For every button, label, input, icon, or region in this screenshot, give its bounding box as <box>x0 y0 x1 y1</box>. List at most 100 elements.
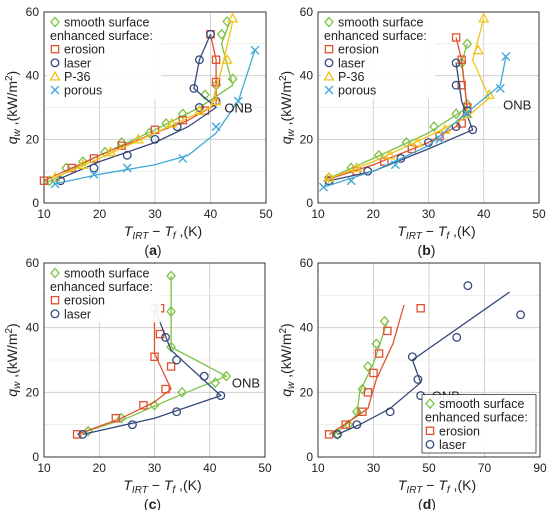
legend-marker-porous <box>50 85 60 95</box>
legend-label-p36: P-36 <box>338 70 364 84</box>
series-line-laser <box>82 308 223 436</box>
data-point-erosion <box>111 413 121 423</box>
data-point-laser <box>352 420 362 430</box>
legend-box <box>47 13 161 99</box>
data-point-erosion <box>374 349 384 358</box>
x-tick-label: 20 <box>367 207 381 221</box>
series-line-smooth <box>76 275 228 436</box>
data-point-erosion <box>139 401 148 410</box>
data-point-erosion <box>67 163 77 173</box>
legend-box <box>421 394 537 454</box>
data-point-smooth <box>379 315 390 327</box>
x-tick-label: 20 <box>93 461 107 475</box>
legend-label-laser: laser <box>439 438 466 452</box>
y-tick-label: 40 <box>26 321 40 335</box>
data-point-p36 <box>166 117 178 128</box>
series-laser <box>332 281 526 439</box>
data-point-erosion <box>166 362 176 371</box>
data-point-p36 <box>227 12 239 23</box>
legend-marker-laser <box>50 58 60 68</box>
data-point-erosion <box>117 141 126 150</box>
data-point-smooth <box>456 57 467 69</box>
x-axis-label: TIRT − Tf ,(K) <box>123 477 201 496</box>
data-point-laser <box>150 134 160 144</box>
data-point-p36 <box>461 108 473 119</box>
data-point-p36 <box>104 146 117 157</box>
data-point-laser <box>172 407 182 417</box>
y-tick-label: 0 <box>306 196 313 210</box>
data-point-p36 <box>384 149 396 160</box>
legend-marker-erosion <box>50 295 60 305</box>
legend-marker-erosion <box>425 426 435 436</box>
data-point-smooth <box>324 172 334 184</box>
legend-label-erosion: erosion <box>64 43 105 57</box>
x-tick-label: 70 <box>478 461 492 475</box>
data-point-laser <box>122 150 132 160</box>
data-point-erosion <box>457 80 466 90</box>
data-point-porous <box>89 169 99 179</box>
data-point-laser <box>216 391 226 401</box>
series-line-laser <box>337 291 510 435</box>
data-point-p36 <box>483 88 495 99</box>
data-point-smooth <box>429 121 439 133</box>
x-axis-label: TIRT − Tf ,(K) <box>124 223 202 242</box>
data-point-erosion <box>363 388 373 397</box>
series-erosion <box>324 304 425 439</box>
data-point-laser <box>189 83 199 93</box>
series-line-erosion <box>76 308 172 436</box>
x-tick-label: 40 <box>477 207 491 221</box>
data-point-laser <box>385 407 395 417</box>
y-axis-label: qw ,(kW/m2) <box>278 323 297 396</box>
data-point-p36 <box>221 53 233 64</box>
y-axis-label: qw ,(kW/m2) <box>4 71 23 144</box>
data-point-erosion <box>407 144 417 154</box>
legend-marker-erosion <box>324 44 334 54</box>
series-erosion <box>72 304 176 439</box>
data-point-p36 <box>478 12 490 23</box>
y-tick-label: 40 <box>300 69 314 83</box>
legend-label-laser: laser <box>338 56 365 70</box>
y-tick-label: 20 <box>300 132 314 146</box>
data-point-laser <box>161 332 170 342</box>
data-point-p36 <box>323 171 335 182</box>
data-point-erosion <box>211 77 221 87</box>
x-tick-label: 40 <box>203 461 217 475</box>
data-point-smooth <box>177 108 188 120</box>
data-point-p36 <box>193 104 206 115</box>
legend-heading: enhanced surface: <box>324 29 427 43</box>
data-point-smooth <box>371 338 382 350</box>
data-point-laser <box>332 429 342 439</box>
data-point-laser <box>89 163 99 173</box>
data-point-erosion <box>178 115 187 125</box>
data-point-erosion <box>211 55 221 65</box>
y-tick-label: 60 <box>26 5 40 19</box>
y-tick-label: 60 <box>300 256 314 270</box>
y-tick-label: 20 <box>300 385 314 399</box>
data-point-laser <box>451 58 461 68</box>
chart-panel-b: 10 20 30 40 50 0 20 40 60 TIRT − Tf ,(K) qw ,(kW/m… <box>278 5 546 258</box>
y-axis-label: qw ,(kW/m2) <box>4 323 23 396</box>
x-axis-label: TIRT − Tf ,(K) <box>398 477 476 496</box>
x-tick-label: 30 <box>367 461 381 475</box>
data-point-laser <box>194 55 204 65</box>
data-point-smooth <box>200 89 210 101</box>
data-point-laser <box>468 125 478 135</box>
onb-annotation: ONB <box>232 376 260 391</box>
series-p36 <box>49 12 239 182</box>
legend-box <box>321 13 435 99</box>
x-tick-label: 10 <box>37 461 51 475</box>
data-point-smooth <box>227 73 238 85</box>
data-point-laser <box>78 429 88 439</box>
data-point-smooth <box>216 28 227 40</box>
data-point-p36 <box>210 95 222 106</box>
data-point-laser <box>194 103 204 112</box>
data-point-p36 <box>472 44 484 55</box>
legend-marker-smooth <box>50 267 60 279</box>
data-point-porous <box>346 176 356 186</box>
legend-label-erosion: erosion <box>439 424 480 438</box>
series-porous <box>50 45 260 189</box>
data-point-smooth <box>166 341 176 353</box>
data-point-erosion <box>72 430 82 439</box>
data-point-smooth <box>451 108 461 120</box>
